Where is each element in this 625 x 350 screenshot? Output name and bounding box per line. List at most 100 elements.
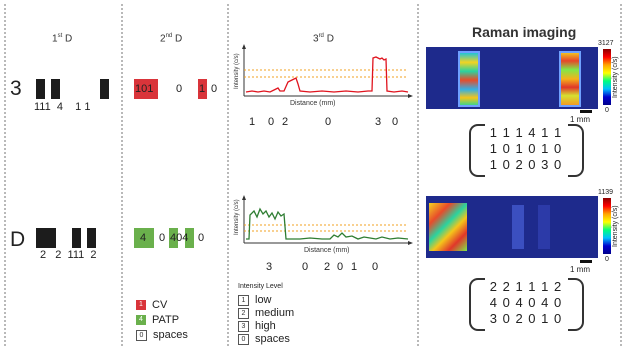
symbol-3: 3 xyxy=(10,77,22,100)
matrix-bracket-right xyxy=(568,124,584,177)
plot-xlabel: Distance (mm) xyxy=(290,100,336,107)
colorbar-min: 0 xyxy=(605,256,609,263)
legend-cv: 1 CV xyxy=(136,299,167,311)
colorbar-label: Intensity (c/s) xyxy=(612,56,619,98)
third-d-code: 1 xyxy=(249,116,256,128)
matrix-row: 4 0 4 0 4 0 xyxy=(489,295,563,310)
third-d-code: 2 xyxy=(282,116,289,128)
panel-divider xyxy=(121,4,123,346)
raman-strip-hotspot xyxy=(559,51,581,107)
barcode-bar xyxy=(72,228,81,248)
legend-label: CV xyxy=(152,299,168,311)
block-code: 0 xyxy=(211,83,218,95)
header-2nd-d: 2nd D xyxy=(160,33,183,45)
matrix-row: 1 0 2 0 3 0 xyxy=(489,157,563,172)
raman-strip-faint xyxy=(538,205,550,249)
matrix-bracket-left xyxy=(469,278,485,331)
block-code: 0 xyxy=(159,232,166,244)
matrix-row: 3 0 2 0 1 0 xyxy=(489,311,563,326)
first-d-code: 2 2 111 2 xyxy=(40,249,97,261)
header-raman-imaging: Raman imaging xyxy=(472,24,577,40)
third-d-code: 0 xyxy=(392,116,399,128)
third-d-code: 3 xyxy=(375,116,382,128)
third-d-code: 3 xyxy=(266,261,273,273)
legend-label: high xyxy=(255,320,276,332)
legend-spaces: 0 spaces xyxy=(238,333,290,345)
barcode-bar xyxy=(100,79,109,99)
colorbar-min: 0 xyxy=(605,107,609,114)
legend-title: Intensity Level xyxy=(238,283,283,290)
panel-divider xyxy=(417,4,419,346)
colorbar-max: 3127 xyxy=(598,40,614,47)
colorbar-label: Intensity (c/s) xyxy=(612,205,619,247)
raman-image xyxy=(426,196,598,258)
header-3rd-d: 3rd D xyxy=(313,33,334,45)
scale-bar xyxy=(580,260,592,263)
plot-xlabel: Distance (mm) xyxy=(304,247,350,254)
third-d-code: 1 xyxy=(351,261,358,273)
raman-image xyxy=(426,47,598,109)
legend-label: PATP xyxy=(152,314,180,326)
cv-block xyxy=(134,79,158,99)
legend-swatch-patp: 4 xyxy=(136,315,146,325)
panel-divider xyxy=(620,4,622,346)
scale-bar-label: 1 mm xyxy=(570,265,590,274)
barcode-bar xyxy=(87,228,96,248)
matrix-bracket-right xyxy=(568,278,584,331)
plot-ylabel: Intensity (c/s) xyxy=(234,53,240,89)
header-1st-d: 1st D xyxy=(52,33,73,45)
block-code: 0 xyxy=(176,83,183,95)
legend-swatch-spaces: 0 xyxy=(136,329,147,341)
barcode-bar xyxy=(36,228,56,248)
first-d-code: 111 4 1 1 xyxy=(34,101,91,113)
block-code: 101 xyxy=(135,83,154,95)
scale-bar xyxy=(580,110,592,113)
raman-block-hotspot xyxy=(429,203,467,251)
raman-strip-faint xyxy=(512,205,524,249)
block-code: 404 xyxy=(170,232,189,244)
legend-box: 3 xyxy=(238,320,249,332)
patp-block xyxy=(185,228,194,248)
legend-label: low xyxy=(255,294,272,306)
scale-bar-label: 1 mm xyxy=(570,115,590,124)
patp-block xyxy=(169,228,178,248)
legend-box: 2 xyxy=(238,307,249,319)
legend-label: medium xyxy=(255,307,295,319)
colorbar xyxy=(603,198,611,254)
raman-strip-hotspot xyxy=(458,51,480,107)
third-d-code: 0 xyxy=(337,261,344,273)
matrix-row: 1 0 1 0 1 0 xyxy=(489,141,563,156)
symbol-d: D xyxy=(10,228,26,251)
legend-box: 1 xyxy=(238,294,249,306)
barcode-bar xyxy=(36,79,45,99)
legend-label: spaces xyxy=(153,329,188,341)
cv-block xyxy=(198,79,207,99)
legend-label: spaces xyxy=(255,333,290,345)
legend-box: 0 xyxy=(238,333,249,345)
colorbar-max: 1139 xyxy=(598,189,614,196)
matrix-row: 2 2 1 1 1 2 xyxy=(489,279,563,294)
legend-swatch-cv: 1 xyxy=(136,300,146,310)
code-matrix: 2 2 1 1 1 2 4 0 4 0 4 0 3 0 2 0 1 0 xyxy=(478,279,574,327)
intensity-trace xyxy=(246,207,409,240)
patp-block xyxy=(134,228,154,248)
matrix-bracket-left xyxy=(469,124,485,177)
colorbar xyxy=(603,49,611,105)
legend-patp: 4 PATP xyxy=(136,314,179,326)
matrix-row: 1 1 1 4 1 1 xyxy=(489,125,563,140)
code-matrix: 1 1 1 4 1 1 1 0 1 0 1 0 1 0 2 0 3 0 xyxy=(478,125,574,173)
legend-medium: 2 medium xyxy=(238,307,294,319)
barcode-bar xyxy=(51,79,60,99)
intensity-trace xyxy=(245,56,409,93)
block-code: 0 xyxy=(198,232,205,244)
third-d-code: 2 xyxy=(324,261,331,273)
intensity-plot-red: Distance (mm) Intensity (c/s) xyxy=(234,44,413,107)
third-d-code: 0 xyxy=(302,261,309,273)
third-d-code: 0 xyxy=(325,116,332,128)
third-d-code: 0 xyxy=(268,116,275,128)
panel-divider xyxy=(4,4,6,346)
panel-divider xyxy=(227,4,229,346)
third-d-code: 0 xyxy=(372,261,379,273)
legend-low: 1 low xyxy=(238,294,272,306)
legend-spaces: 0 spaces xyxy=(136,329,188,341)
